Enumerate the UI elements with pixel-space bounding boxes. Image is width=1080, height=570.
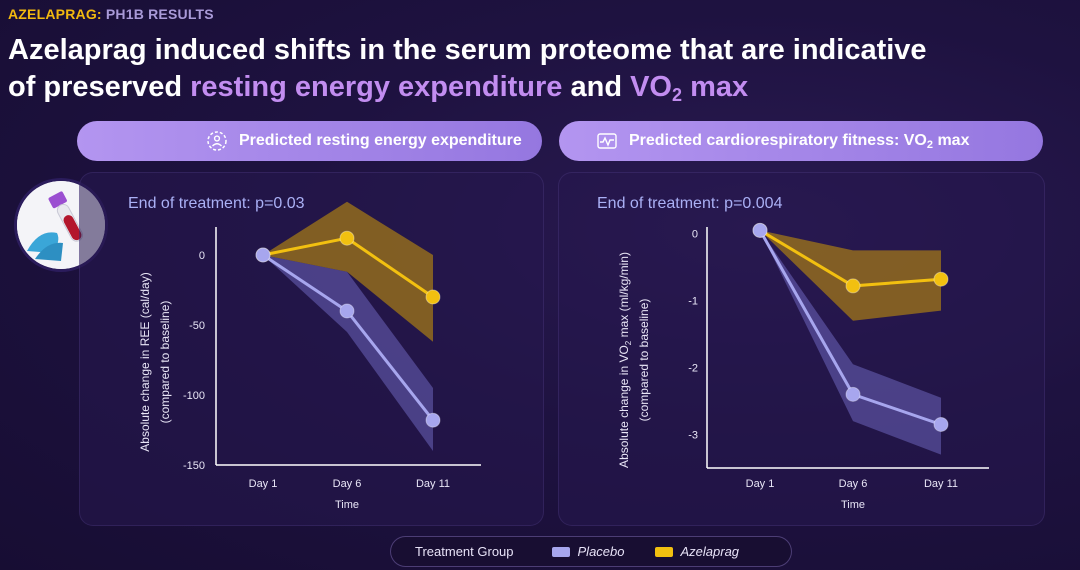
data-point-azelaprag <box>845 278 861 294</box>
y-axis-label-tail: max (ml/kg/min) <box>617 252 631 341</box>
legend-title: Treatment Group <box>415 544 514 559</box>
pill-resting-energy: Predicted resting energy expenditure <box>77 121 542 161</box>
data-point-placebo <box>339 303 355 319</box>
y-axis-label: Absolute change in REE (cal/day) <box>138 272 152 451</box>
legend: Treatment Group Placebo Azelaprag <box>390 536 792 567</box>
title-text-and: and <box>562 71 631 103</box>
chart-title: End of treatment: p=0.004 <box>597 195 783 212</box>
confidence-band-placebo <box>263 255 433 451</box>
tag-subtitle: PH1B RESULTS <box>105 6 214 22</box>
x-tick-label: Day 6 <box>839 478 868 490</box>
pill-cardio-fitness: Predicted cardiorespiratory fitness: VO2… <box>559 121 1043 161</box>
legend-item-azelaprag: Azelaprag <box>654 544 740 559</box>
y-axis-label-sub-line: (compared to baseline) <box>158 301 172 424</box>
y-tick-label: -3 <box>688 430 698 442</box>
title-highlight-vo2: VO2 max <box>630 71 749 105</box>
pill-label-sub: 2 <box>926 139 933 151</box>
pill-label-main: Predicted cardiorespiratory fitness: VO <box>629 132 927 149</box>
data-point-placebo <box>425 412 441 428</box>
legend-swatch-placebo <box>551 546 570 557</box>
legend-item-placebo: Placebo <box>551 544 625 559</box>
legend-label-azelaprag: Azelaprag <box>680 544 740 559</box>
legend-swatch-azelaprag <box>654 546 673 557</box>
pill-label-tail: max <box>933 132 970 149</box>
x-tick-label: Day 11 <box>924 478 958 490</box>
y-axis-label: Absolute change in VO2 max (ml/kg/min) <box>617 252 633 468</box>
data-point-azelaprag <box>339 230 355 246</box>
x-tick-label: Day 6 <box>333 478 362 490</box>
vo-subscript: 2 <box>672 85 683 105</box>
y-axis-label-main: Absolute change in VO <box>617 345 631 468</box>
x-tick-label: Day 1 <box>249 478 278 490</box>
vo-text: VO <box>630 71 672 103</box>
y-tick-label: -1 <box>688 296 698 308</box>
y-tick-label: -150 <box>183 460 205 472</box>
pill-label: Predicted cardiorespiratory fitness: VO2… <box>629 132 970 151</box>
x-tick-label: Day 1 <box>746 478 775 490</box>
y-tick-label: -2 <box>688 363 698 375</box>
title-line-1: Azelaprag induced shifts in the serum pr… <box>8 34 927 66</box>
y-axis-label-sub-line: (compared to baseline) <box>637 299 651 422</box>
gear-person-icon <box>207 131 227 151</box>
title-highlight-ree: resting energy expenditure <box>190 71 563 103</box>
data-point-azelaprag <box>425 289 441 305</box>
confidence-band-azelaprag <box>263 201 433 342</box>
y-tick-label: 0 <box>199 250 205 262</box>
data-point-placebo <box>845 386 861 402</box>
x-tick-label: Day 11 <box>416 478 450 490</box>
max-text: max <box>682 71 749 103</box>
confidence-band-placebo <box>760 230 941 455</box>
y-tick-label: -100 <box>183 390 205 402</box>
y-axis-label-sub: 2 <box>624 340 633 345</box>
title-text: of preserved <box>8 71 191 103</box>
y-tick-label: 0 <box>692 229 698 241</box>
y-tick-label: -50 <box>189 320 205 332</box>
pill-label: Predicted resting energy expenditure <box>239 132 522 149</box>
chart-ree: End of treatment: p=0.03 0 -50 -100 -150 Day … <box>128 195 481 511</box>
fitness-icon <box>597 133 617 149</box>
legend-label-placebo: Placebo <box>577 544 625 559</box>
x-axis-label: Time <box>841 499 865 511</box>
data-point-azelaprag <box>933 271 949 287</box>
chart-vo2: End of treatment: p=0.004 0 -1 -2 -3 Day 1 Day… <box>597 195 989 511</box>
data-point-placebo <box>933 416 949 432</box>
chart-panel-vo2 <box>558 172 1045 526</box>
title-line-2: of preserved resting energy expenditure … <box>8 69 1068 106</box>
tag-brand: AZELAPRAG <box>8 6 97 22</box>
data-point-placebo <box>255 247 271 263</box>
x-axis-label: Time <box>335 499 359 511</box>
page-title: Azelaprag induced shifts in the serum pr… <box>8 32 1068 106</box>
chart-title: End of treatment: p=0.03 <box>128 195 305 212</box>
data-point-placebo <box>752 222 768 238</box>
section-tag: AZELAPRAG: PH1B RESULTS <box>8 6 214 22</box>
confidence-band-azelaprag <box>760 230 941 321</box>
tag-separator: : <box>96 6 102 22</box>
